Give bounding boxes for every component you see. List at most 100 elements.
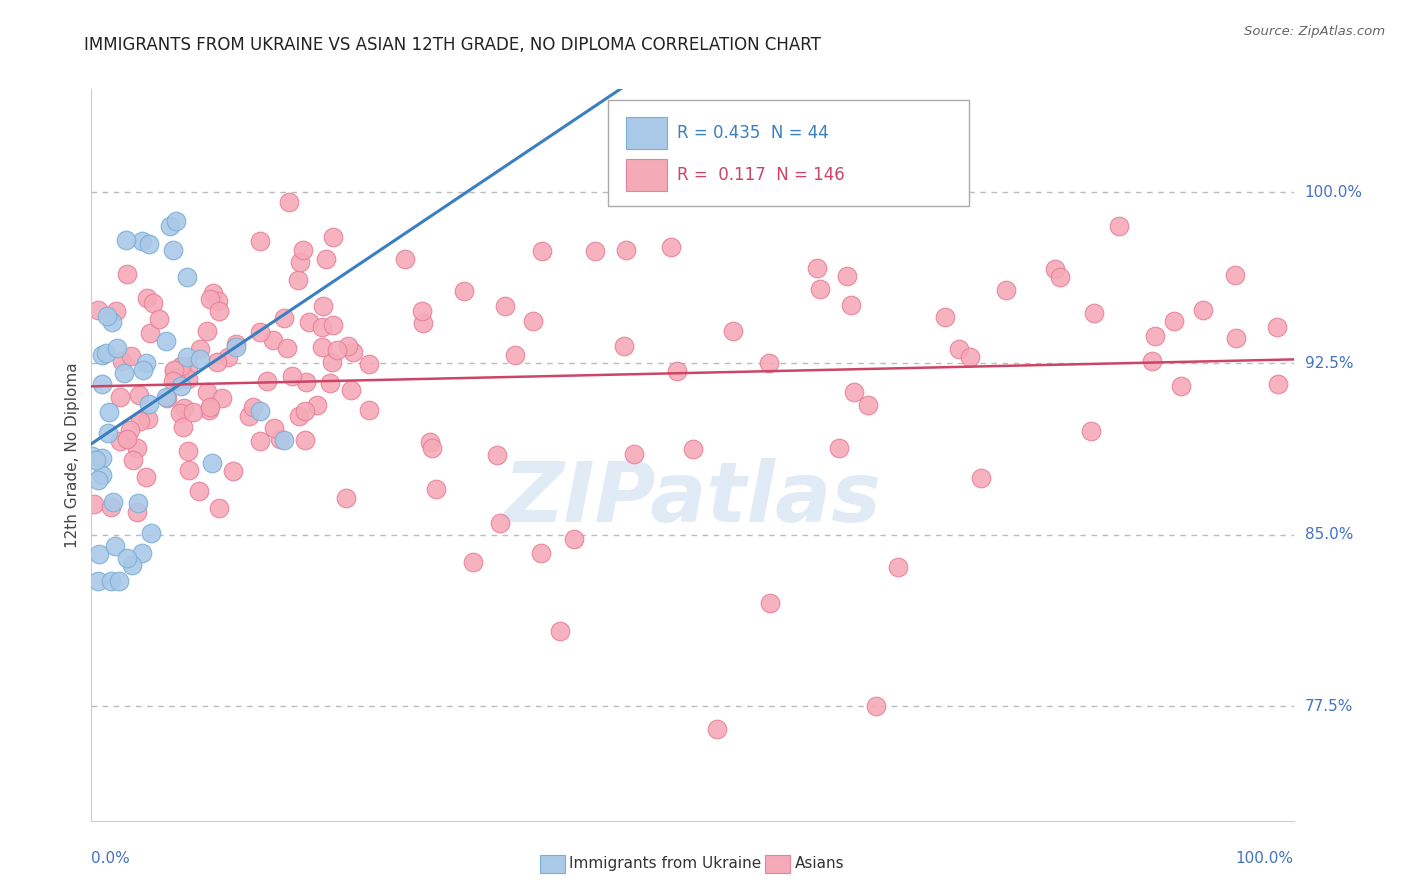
Point	[1083, 306, 1105, 320]
Point	[335, 491, 357, 505]
Point	[181, 405, 204, 419]
Point	[887, 560, 910, 574]
Point	[176, 269, 198, 284]
Point	[136, 291, 159, 305]
Point	[225, 336, 247, 351]
Point	[115, 267, 138, 281]
Point	[461, 555, 484, 569]
Point	[1140, 354, 1163, 368]
Point	[125, 441, 148, 455]
Point	[165, 373, 187, 387]
Point	[138, 397, 160, 411]
Point	[503, 348, 526, 362]
Point	[865, 699, 887, 714]
Point	[1163, 314, 1185, 328]
Point	[706, 723, 728, 737]
Point	[198, 400, 221, 414]
Point	[141, 525, 163, 540]
Point	[111, 354, 134, 368]
Point	[337, 339, 360, 353]
Point	[420, 441, 443, 455]
Point	[342, 345, 364, 359]
Point	[162, 243, 184, 257]
Point	[276, 341, 298, 355]
Point	[177, 372, 200, 386]
Point	[1223, 268, 1246, 283]
Point	[165, 213, 187, 227]
Point	[87, 473, 110, 487]
Point	[159, 219, 181, 234]
Point	[138, 237, 160, 252]
Point	[758, 356, 780, 370]
Point	[249, 234, 271, 248]
Point	[1080, 425, 1102, 439]
Point	[222, 464, 245, 478]
Text: 77.5%: 77.5%	[1305, 698, 1353, 714]
Point	[177, 443, 200, 458]
Point	[96, 310, 118, 324]
Point	[121, 558, 143, 573]
Point	[562, 533, 585, 547]
FancyBboxPatch shape	[626, 117, 668, 149]
Point	[419, 434, 441, 449]
Point	[131, 546, 153, 560]
Point	[135, 470, 157, 484]
Point	[202, 286, 225, 301]
Point	[394, 252, 416, 267]
Point	[101, 315, 124, 329]
Point	[340, 383, 363, 397]
Point	[87, 547, 110, 561]
Text: 100.0%: 100.0%	[1305, 185, 1362, 200]
Point	[322, 318, 344, 333]
Point	[169, 359, 191, 374]
Point	[666, 364, 689, 378]
Point	[198, 403, 221, 417]
Point	[808, 282, 831, 296]
Point	[995, 283, 1018, 297]
Point	[623, 447, 645, 461]
Point	[129, 414, 152, 428]
Point	[156, 391, 179, 405]
Point	[1267, 377, 1289, 392]
Point	[131, 234, 153, 248]
Point	[155, 334, 177, 348]
Point	[1191, 302, 1213, 317]
Point	[530, 244, 553, 258]
Point	[321, 355, 343, 369]
Point	[288, 409, 311, 423]
Point	[190, 343, 212, 357]
Point	[163, 364, 186, 378]
Text: 0.0%: 0.0%	[91, 851, 131, 866]
Point	[294, 404, 316, 418]
Point	[195, 325, 218, 339]
Point	[1225, 330, 1247, 344]
Point	[195, 385, 218, 400]
Point	[135, 356, 157, 370]
Point	[530, 546, 553, 560]
Point	[83, 497, 105, 511]
Point	[127, 505, 149, 519]
Point	[148, 312, 170, 326]
Point	[273, 310, 295, 325]
Point	[277, 194, 299, 209]
Point	[806, 261, 828, 276]
FancyBboxPatch shape	[609, 100, 969, 206]
Text: R =  0.117  N = 146: R = 0.117 N = 146	[676, 166, 845, 184]
Point	[249, 326, 271, 340]
Point	[176, 350, 198, 364]
Point	[97, 426, 120, 441]
Point	[114, 233, 136, 247]
Y-axis label: 12th Grade, No Diploma: 12th Grade, No Diploma	[65, 362, 80, 548]
Point	[100, 500, 122, 515]
Point	[612, 339, 634, 353]
Point	[94, 346, 117, 360]
Point	[298, 315, 321, 329]
Point	[262, 333, 284, 347]
Point	[105, 304, 128, 318]
Point	[522, 314, 544, 328]
Point	[242, 400, 264, 414]
Point	[842, 385, 865, 400]
Point	[103, 495, 125, 509]
Point	[188, 352, 211, 367]
Point	[110, 434, 132, 448]
